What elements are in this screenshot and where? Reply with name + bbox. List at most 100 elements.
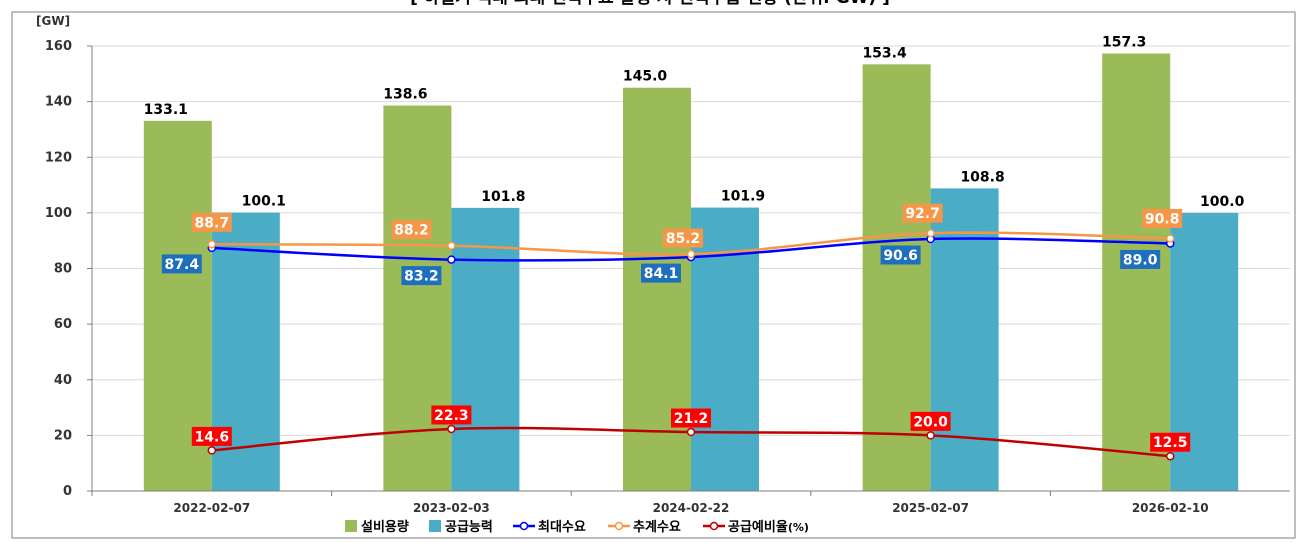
line-label-box xyxy=(880,245,921,265)
line-point-reserve-ratio xyxy=(1165,451,1175,461)
line-point-forecast-demand xyxy=(447,241,456,250)
line-point-forecast-demand xyxy=(207,240,217,249)
y-tick-label: 100 xyxy=(45,206,72,221)
line-data-label-forecast-demand: 85.2 xyxy=(663,228,703,248)
line-label-text: 14.6 xyxy=(195,429,230,445)
line-label-box xyxy=(663,228,703,248)
bar-data-label: 100.1 xyxy=(242,194,286,210)
y-tick-label: 60 xyxy=(54,317,72,332)
line-data-label-reserve-ratio: 12.5 xyxy=(1150,432,1191,452)
legend-swatch xyxy=(429,520,441,532)
y-tick-label: 120 xyxy=(45,150,72,165)
bar-data-label: 100.0 xyxy=(1200,194,1245,210)
line-data-label-max-demand: 90.6 xyxy=(880,245,921,265)
bar-supply xyxy=(451,207,520,491)
line-data-label-reserve-ratio: 20.0 xyxy=(910,411,951,431)
x-tick-label: 2024-02-22 xyxy=(653,501,730,515)
line-label-box xyxy=(1142,208,1183,228)
bar-data-label: 108.8 xyxy=(960,169,1004,185)
line-label-text: 83.2 xyxy=(404,269,439,285)
line-label-text: 85.2 xyxy=(666,231,701,247)
bar-data-label: 133.1 xyxy=(144,102,188,118)
line-layer xyxy=(207,228,1175,461)
line-label-text: 88.7 xyxy=(195,215,230,231)
axis-layer: 0 20 40 60 80 100 120 140 160 2022-02-07 2023-02-0… xyxy=(45,39,1290,515)
line-label-text: 87.4 xyxy=(165,257,200,273)
y-tick-label: 140 xyxy=(45,95,72,110)
line-label-box xyxy=(910,411,951,431)
line-data-label-max-demand: 84.1 xyxy=(641,263,681,283)
legend-label: 최대수요 xyxy=(538,520,586,535)
line-label-text: 90.6 xyxy=(883,248,918,264)
y-axis-unit-label: [GW] xyxy=(36,14,70,28)
line-label-text: 90.8 xyxy=(1145,211,1180,227)
legend-label: 설비용량 xyxy=(361,519,409,535)
legend-marker xyxy=(709,521,719,531)
y-tick-label: 20 xyxy=(54,428,72,443)
line-label-box xyxy=(902,203,943,223)
legend: 설비용량 공급능력 최대수요 추계수요 공급예비율(%) xyxy=(345,519,809,535)
line-point-forecast-demand xyxy=(686,249,696,259)
y-tick-label: 40 xyxy=(54,373,72,388)
line-data-label-max-demand: 83.2 xyxy=(401,266,442,286)
y-tick-label: 160 xyxy=(45,39,72,54)
bar-capacity xyxy=(383,105,452,492)
line-point-reserve-ratio xyxy=(926,431,935,440)
x-tick-label: 2022-02-07 xyxy=(173,501,250,515)
y-tick-label: 80 xyxy=(54,262,72,277)
line-point-reserve-ratio xyxy=(207,446,217,455)
x-tick-label: 2023-02-03 xyxy=(413,501,490,515)
bar-data-label: 153.4 xyxy=(862,45,907,61)
legend-marker xyxy=(519,521,529,531)
legend-label: 추계수요 xyxy=(633,519,681,535)
line-point-forecast-demand xyxy=(926,228,935,238)
line-data-label-reserve-ratio: 14.6 xyxy=(191,426,232,446)
line-label-text: 20.0 xyxy=(913,414,948,430)
line-label-box xyxy=(161,254,202,274)
line-point-reserve-ratio xyxy=(447,424,456,434)
line-data-label-reserve-ratio: 21.2 xyxy=(671,408,711,428)
bar-data-label: 157.3 xyxy=(1102,35,1146,51)
line-label-box xyxy=(401,266,442,286)
line-label-box xyxy=(1120,249,1161,269)
line-point-max-demand xyxy=(447,255,456,264)
line-point-forecast-demand xyxy=(1165,234,1175,243)
line-label-box xyxy=(391,220,432,240)
line-label-box xyxy=(191,426,232,446)
data-label-layer: 133.1 138.6 145.0 153.4 157.3 100.1 101.8 101.9… xyxy=(144,35,1245,452)
line-label-text: 92.7 xyxy=(905,206,940,222)
legend-label-suffix: (%) xyxy=(788,521,809,534)
line-data-label-forecast-demand: 88.7 xyxy=(191,212,232,232)
y-tick-label: 0 xyxy=(63,484,72,499)
line-label-text: 89.0 xyxy=(1123,252,1158,268)
line-label-text: 84.1 xyxy=(644,266,679,282)
chart-title: [ 하절기 역대 최대 전력수요 발생 시 전력수급 현황 (단위: GW) ] xyxy=(410,0,890,8)
legend-label: 공급능력 xyxy=(445,520,493,535)
line-label-text: 22.3 xyxy=(434,408,469,424)
line-label-box xyxy=(641,263,681,283)
line-data-label-reserve-ratio: 22.3 xyxy=(431,405,472,425)
line-label-box xyxy=(191,212,232,232)
line-label-text: 88.2 xyxy=(394,223,429,239)
bar-data-label: 101.9 xyxy=(721,189,765,205)
legend-label: 공급예비율(%) xyxy=(728,519,809,535)
line-data-label-forecast-demand: 88.2 xyxy=(391,220,432,240)
bar-capacity xyxy=(1102,53,1171,492)
x-tick-label: 2026-02-10 xyxy=(1132,501,1209,515)
legend-marker xyxy=(614,521,624,531)
line-data-label-forecast-demand: 90.8 xyxy=(1142,208,1183,228)
x-tick-label: 2025-02-07 xyxy=(892,501,969,515)
bar-layer xyxy=(143,53,1239,492)
line-label-text: 21.2 xyxy=(674,411,709,427)
line-label-box xyxy=(671,408,711,428)
legend-swatch xyxy=(345,520,357,532)
bar-data-label: 101.8 xyxy=(481,189,525,205)
line-label-box xyxy=(1150,432,1191,452)
line-data-label-max-demand: 87.4 xyxy=(161,254,202,274)
line-data-label-max-demand: 89.0 xyxy=(1120,249,1161,269)
bar-data-label: 138.6 xyxy=(383,87,427,103)
line-point-reserve-ratio xyxy=(686,427,696,437)
line-data-label-forecast-demand: 92.7 xyxy=(902,203,943,223)
